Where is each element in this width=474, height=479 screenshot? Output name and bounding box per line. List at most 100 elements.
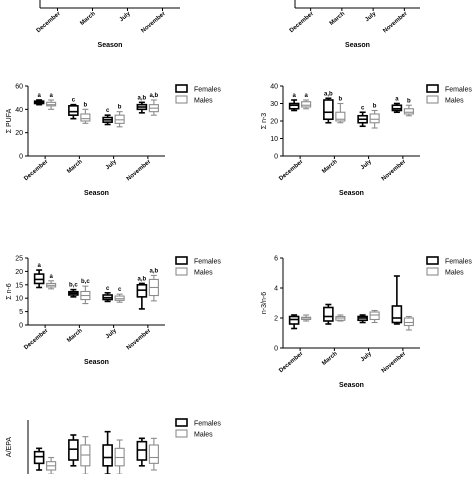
x-tick-label: November	[126, 328, 153, 352]
x-tick-label: July	[360, 351, 374, 364]
box-males-2	[114, 439, 125, 475]
x-tick-label: March	[321, 351, 339, 367]
x-axis-label: Season	[84, 359, 109, 366]
box-females-1: b,c	[68, 283, 79, 298]
box-males-3: a,b	[148, 268, 159, 302]
box-females-1	[323, 303, 334, 325]
significance-letter: a,b	[150, 93, 159, 99]
box-females-0	[288, 314, 300, 330]
y-tick-label: 20	[15, 130, 23, 137]
box-males-0	[46, 456, 57, 475]
box-body	[68, 105, 79, 116]
significance-letter: a,b	[150, 268, 159, 274]
y-tick-label: 25	[15, 256, 23, 263]
box-body	[102, 444, 113, 467]
legend-swatch-males	[175, 429, 188, 438]
box-body	[403, 317, 414, 327]
x-tick-label: November	[382, 11, 409, 35]
legend-label-males: Males	[194, 270, 213, 277]
y-tick-label: 4	[274, 286, 278, 293]
legend: Females Males	[175, 256, 221, 277]
legend: Females Males	[175, 418, 221, 439]
box-body	[335, 111, 346, 122]
x-tick-label: December	[278, 351, 305, 375]
x-tick-label: December	[278, 159, 305, 183]
legend-label-females: Females	[194, 87, 221, 94]
box-females-2	[357, 314, 368, 324]
x-tick-label: July	[105, 328, 119, 341]
x-tick-label: November	[140, 11, 167, 35]
legend-swatch-males	[426, 95, 439, 104]
box-body	[114, 114, 125, 124]
x-tick-label: March	[66, 159, 84, 175]
box-body	[323, 306, 334, 322]
box-females-2: c	[102, 108, 113, 126]
significance-letter: a	[292, 93, 296, 99]
legend-label-females: Females	[445, 87, 472, 94]
legend-swatch-males	[175, 267, 188, 276]
legend-label-males: Males	[194, 432, 213, 439]
legend-label-males: Males	[194, 98, 213, 105]
y-tick-label: 10	[270, 136, 278, 143]
x-axis-label: Season	[84, 190, 109, 197]
significance-letter: a,b	[138, 276, 147, 282]
significance-letter: c	[361, 105, 365, 111]
y-tick-label: 0	[274, 346, 278, 353]
box-body	[369, 113, 380, 124]
box-body	[148, 444, 159, 464]
legend-swatch-females	[175, 418, 188, 427]
legend-swatch-females	[175, 256, 188, 265]
x-tick-label: July	[364, 11, 378, 24]
x-tick-label: December	[36, 11, 63, 35]
box-males-1: b	[335, 97, 346, 124]
y-tick-label: 0	[274, 154, 278, 161]
y-axis-label: Σ PUFA	[6, 108, 13, 133]
significance-letter: a	[37, 263, 41, 269]
box-females-0	[33, 447, 45, 471]
significance-letter: b,c	[69, 283, 78, 289]
y-tick-label: 5	[19, 309, 23, 316]
box-males-0: a	[46, 93, 57, 110]
legend-swatch-females	[426, 84, 439, 93]
panel-n6: 0 5 10 15 20 25 Σ n-6 December March July November…	[6, 256, 221, 367]
y-axis-label: A/EPA	[6, 437, 13, 457]
x-tick-label: March	[321, 159, 339, 175]
box-males-1: b	[80, 102, 91, 124]
box-females-3	[391, 275, 403, 325]
box-females-3: a,b	[136, 95, 148, 114]
panel-dha-epa: A/EPA Females Males	[6, 418, 221, 475]
y-tick-label: 0	[19, 154, 23, 161]
significance-letter: a	[395, 97, 399, 103]
legend-label-males: Males	[445, 98, 464, 105]
box-females-1: a,b	[323, 91, 334, 124]
x-axis-label: Season	[98, 42, 123, 49]
box-females-0: a	[33, 263, 45, 289]
significance-letter: b	[407, 98, 411, 104]
legend-swatch-males	[175, 95, 188, 104]
y-tick-label: 2	[274, 316, 278, 323]
box-females-0: a	[288, 93, 300, 112]
significance-letter: b	[373, 104, 377, 110]
box-females-3	[136, 437, 148, 467]
x-tick-label: December	[289, 11, 316, 35]
box-body	[46, 101, 57, 107]
x-axis-label: Season	[339, 190, 364, 197]
legend-swatch-females	[426, 256, 439, 265]
box-body	[301, 101, 312, 108]
y-axis-label: Σ n-3	[261, 113, 268, 129]
x-tick-label: November	[126, 159, 153, 183]
box-body	[136, 440, 148, 461]
legend-label-females: Females	[445, 259, 472, 266]
panel-n3n6: 0 2 4 6 n-3/n-6 December March July November Seas…	[261, 256, 472, 390]
x-tick-label: November	[381, 351, 408, 375]
box-males-1	[335, 314, 346, 322]
significance-letter: c	[72, 98, 76, 104]
box-body	[403, 108, 414, 115]
box-males-3: a,b	[148, 93, 159, 116]
significance-letter: b,c	[81, 279, 90, 285]
x-axis-label: Season	[345, 42, 370, 49]
x-tick-label: July	[105, 159, 119, 172]
significance-letter: b	[84, 102, 88, 108]
